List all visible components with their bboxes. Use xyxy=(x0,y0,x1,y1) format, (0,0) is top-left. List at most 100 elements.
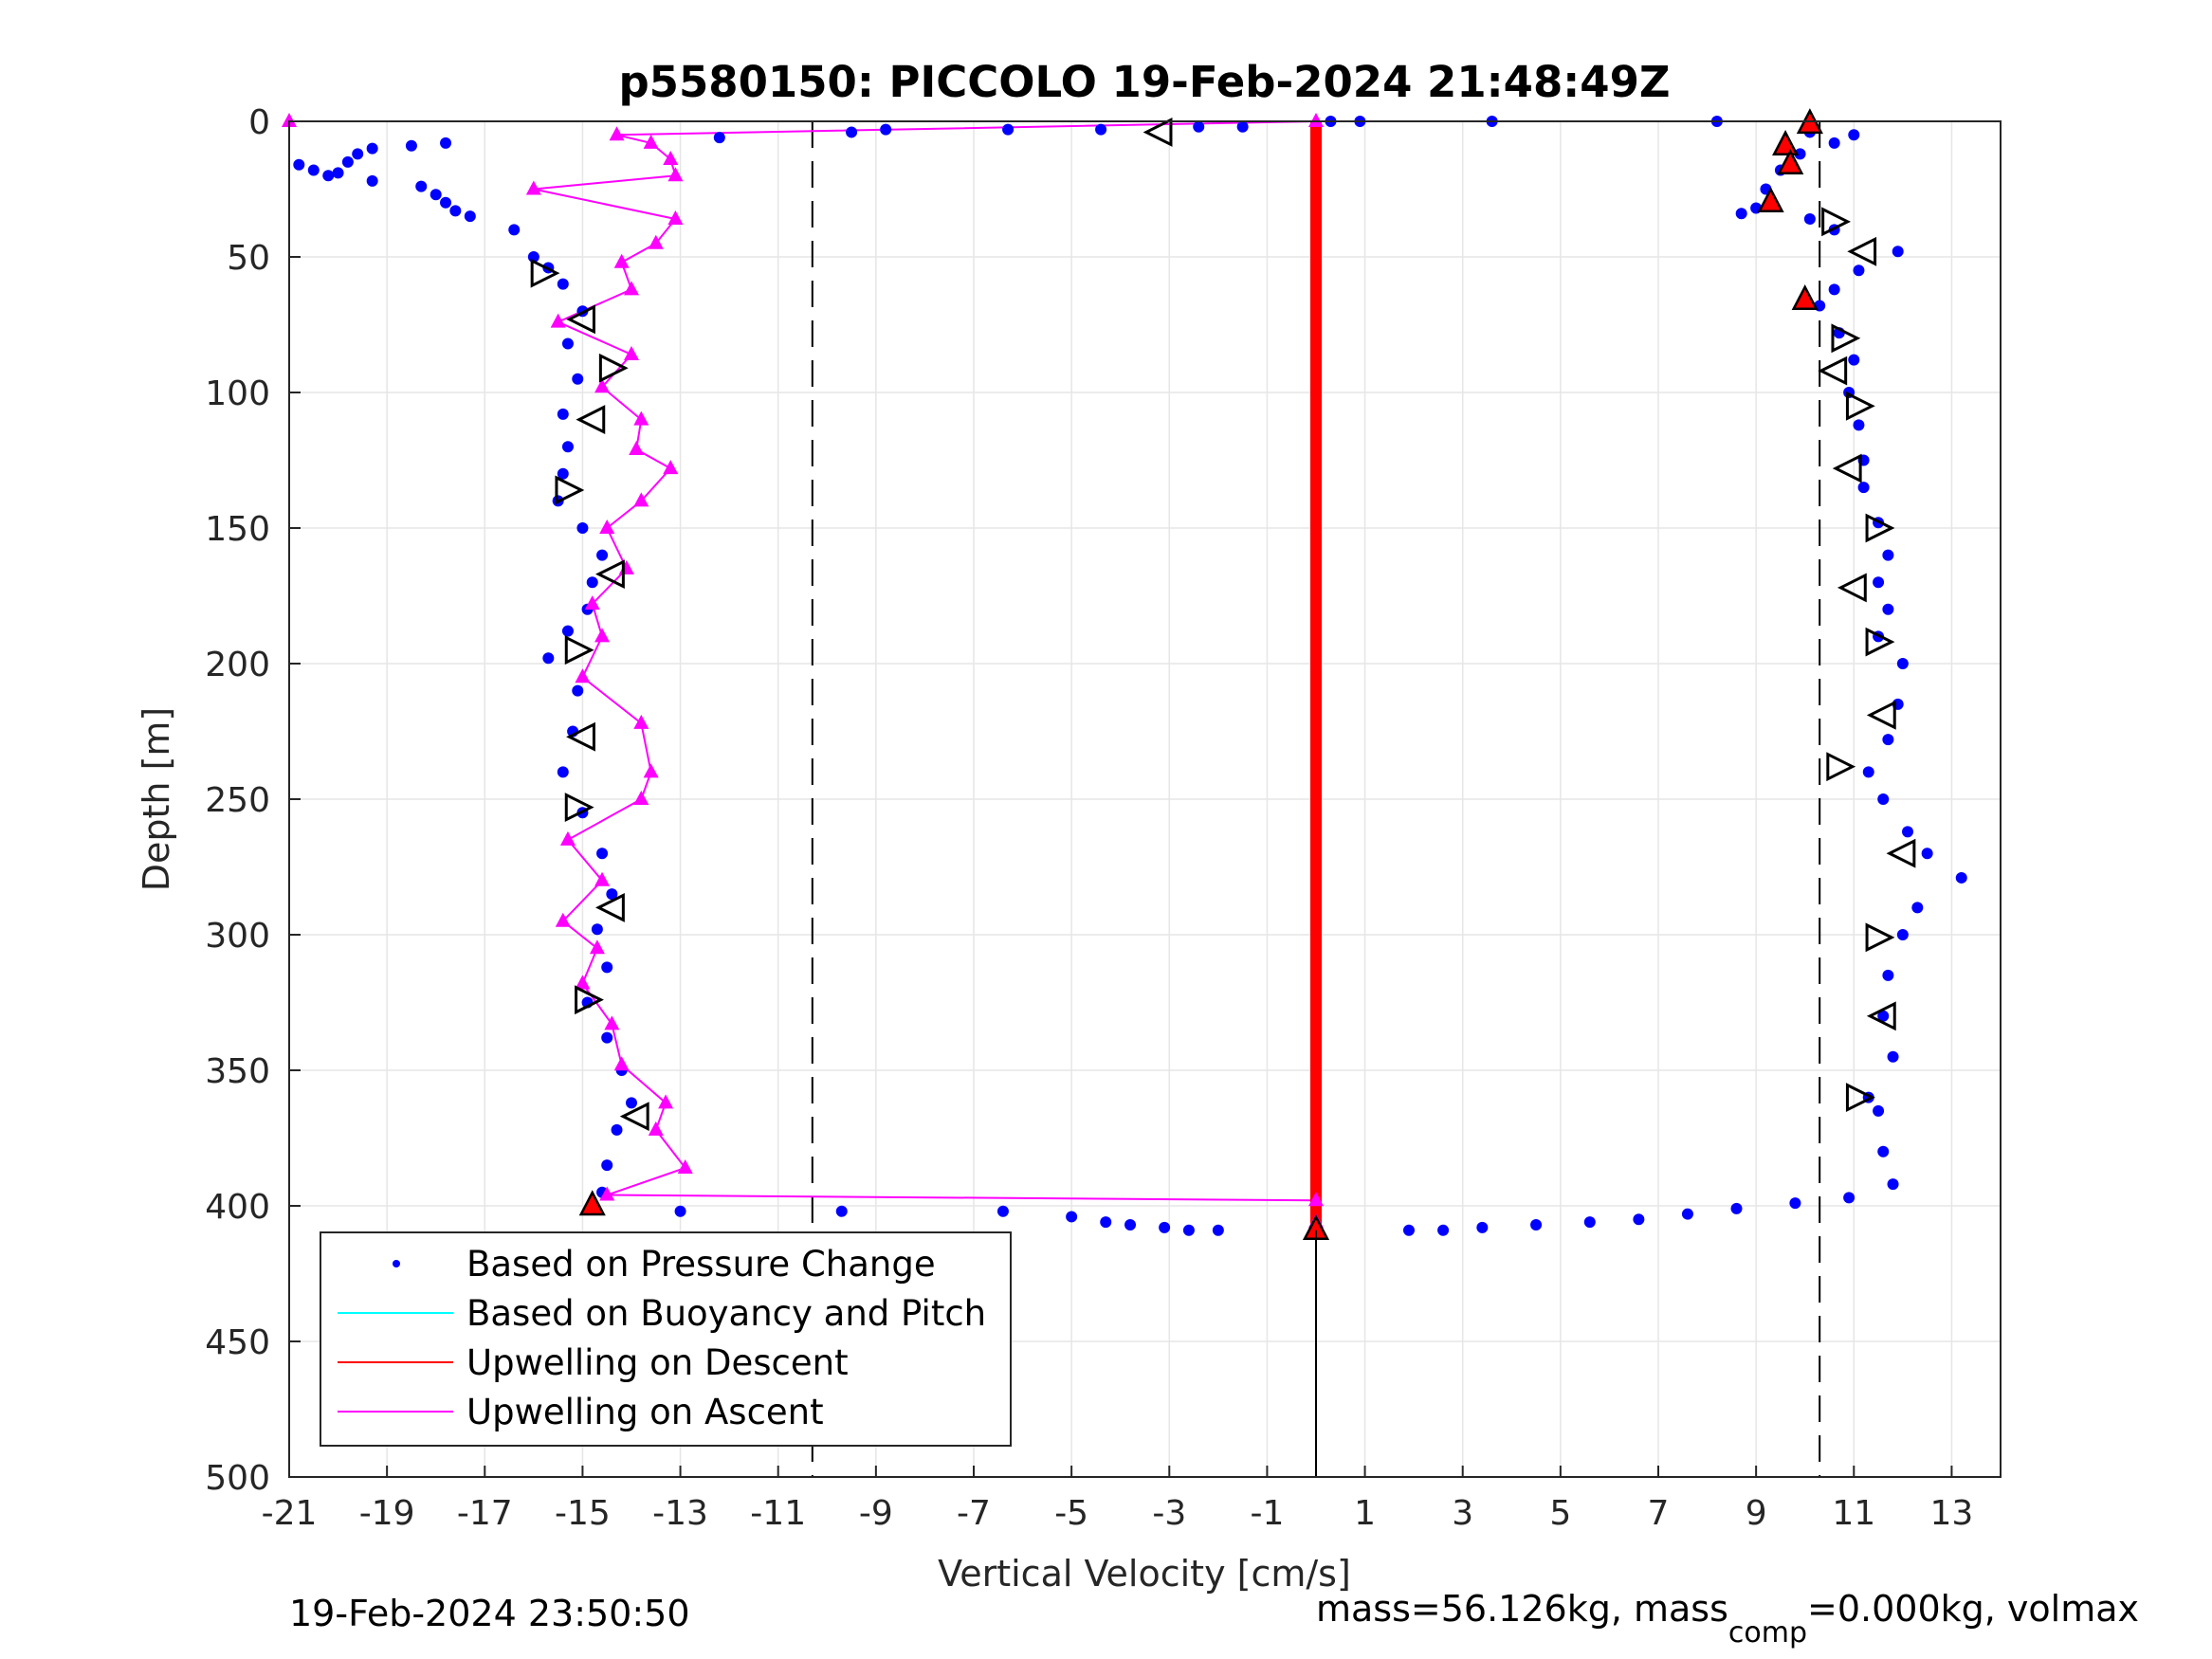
pressure-point xyxy=(1877,1010,1890,1022)
y-tick-label: 150 xyxy=(205,510,270,549)
pressure-point xyxy=(440,137,452,149)
pressure-point xyxy=(430,189,442,201)
ascent-point xyxy=(609,126,625,141)
pressure-point xyxy=(1896,658,1909,669)
open-triangle-point xyxy=(1866,1001,1896,1031)
axes-box xyxy=(288,120,2002,1478)
pressure-point xyxy=(1530,1219,1543,1231)
pressure-point xyxy=(601,961,613,974)
ascent-point xyxy=(633,714,649,729)
pressure-point xyxy=(1681,1208,1693,1220)
open-triangle-point xyxy=(1845,391,1875,421)
ascent-point xyxy=(604,1015,620,1030)
x-tick-label: -15 xyxy=(555,1494,611,1533)
pressure-point xyxy=(596,848,609,860)
ascent-point xyxy=(584,595,600,611)
pressure-point xyxy=(1193,120,1205,133)
ascent-point xyxy=(594,871,611,886)
pressure-point xyxy=(464,210,476,223)
x-tick-label: -13 xyxy=(652,1494,708,1533)
ascent-point xyxy=(589,939,605,955)
x-tick-label: -9 xyxy=(859,1494,893,1533)
descent-band xyxy=(1310,121,1322,1231)
pressure-point xyxy=(542,652,555,665)
ascent-point xyxy=(1308,113,1324,127)
ascent-point xyxy=(613,1056,630,1071)
pressure-point xyxy=(1843,1192,1856,1204)
open-triangle-point xyxy=(595,559,625,590)
open-triangle-point xyxy=(1886,838,1916,868)
open-triangle-point xyxy=(1865,627,1895,657)
pressure-point xyxy=(1789,1197,1801,1210)
pressure-point xyxy=(880,123,892,136)
x-tick-label: 1 xyxy=(1354,1494,1376,1533)
pressure-point xyxy=(1437,1224,1450,1236)
ascent-point xyxy=(599,1186,615,1201)
ascent-point xyxy=(624,345,639,360)
ascent-point xyxy=(629,441,645,456)
pressure-point xyxy=(1873,1104,1885,1117)
pressure-point xyxy=(713,132,725,144)
open-triangle-point xyxy=(619,1102,649,1132)
pressure-point xyxy=(1853,264,1865,277)
ascent-point xyxy=(633,492,649,507)
y-tick-label: 50 xyxy=(227,239,270,278)
open-triangle-point xyxy=(576,405,606,435)
open-triangle-point xyxy=(564,635,594,665)
pressure-point xyxy=(1853,419,1865,431)
x-tick-label: -17 xyxy=(457,1494,513,1533)
x-tick-label: 9 xyxy=(1746,1494,1767,1533)
pressure-point xyxy=(561,337,574,350)
pressure-point xyxy=(332,167,344,179)
x-tick-label: 3 xyxy=(1452,1494,1473,1533)
pressure-point xyxy=(1882,734,1894,746)
pressure-point xyxy=(576,522,589,534)
pressure-point xyxy=(1633,1213,1645,1226)
pressure-point xyxy=(601,1031,613,1044)
pressure-point xyxy=(449,205,462,217)
pressure-point xyxy=(1882,969,1894,981)
pressure-point xyxy=(1828,283,1840,296)
mass-footer: mass=56.126kg, masscomp=0.000kg, volmax xyxy=(1316,1588,2139,1650)
ascent-point xyxy=(282,113,297,127)
open-triangle-point xyxy=(1866,700,1896,730)
ascent-point xyxy=(667,210,684,225)
pressure-point xyxy=(1877,1145,1890,1158)
mass-info-rest: =0.000kg, volmax xyxy=(1807,1588,2139,1630)
pressure-point xyxy=(1735,208,1747,220)
pressure-point xyxy=(508,224,521,236)
ascent-point xyxy=(624,281,639,296)
pressure-point xyxy=(846,126,858,138)
pressure-point xyxy=(352,148,364,160)
legend-marker-pressure xyxy=(393,1260,400,1267)
pressure-dots xyxy=(293,116,1967,1236)
pressure-point xyxy=(601,1159,613,1172)
pressure-point xyxy=(415,180,428,192)
ascent-point xyxy=(648,234,664,249)
open-triangle-point xyxy=(1826,752,1856,782)
pressure-point xyxy=(1887,1050,1899,1063)
ascent-point xyxy=(594,378,611,393)
pressure-point xyxy=(293,158,305,171)
x-tick-label: -5 xyxy=(1054,1494,1088,1533)
pressure-point xyxy=(1730,1202,1743,1214)
open-triangle-point xyxy=(595,892,625,922)
pressure-point xyxy=(1124,1219,1137,1231)
ascent-point xyxy=(575,975,591,990)
pressure-point xyxy=(835,1205,848,1217)
x-axis-label: Vertical Velocity [cm/s] xyxy=(938,1553,1351,1595)
open-triangle-point xyxy=(1847,236,1877,266)
legend-label-descent: Upwelling on Descent xyxy=(466,1342,849,1383)
pressure-point xyxy=(561,625,574,637)
pressure-point xyxy=(557,278,569,290)
pressure-point xyxy=(557,467,569,480)
x-tick-label: -11 xyxy=(750,1494,806,1533)
pressure-point xyxy=(1882,549,1894,561)
pressure-point xyxy=(1862,766,1874,778)
legend-box xyxy=(320,1231,1012,1447)
pressure-point xyxy=(557,766,569,778)
x-tick-label: -19 xyxy=(359,1494,415,1533)
open-triangle-point xyxy=(1821,207,1852,237)
y-tick-labels: 0 50 100 150 200 250 300 350 400 450 500 xyxy=(205,103,270,1498)
ascent-point xyxy=(643,134,659,149)
